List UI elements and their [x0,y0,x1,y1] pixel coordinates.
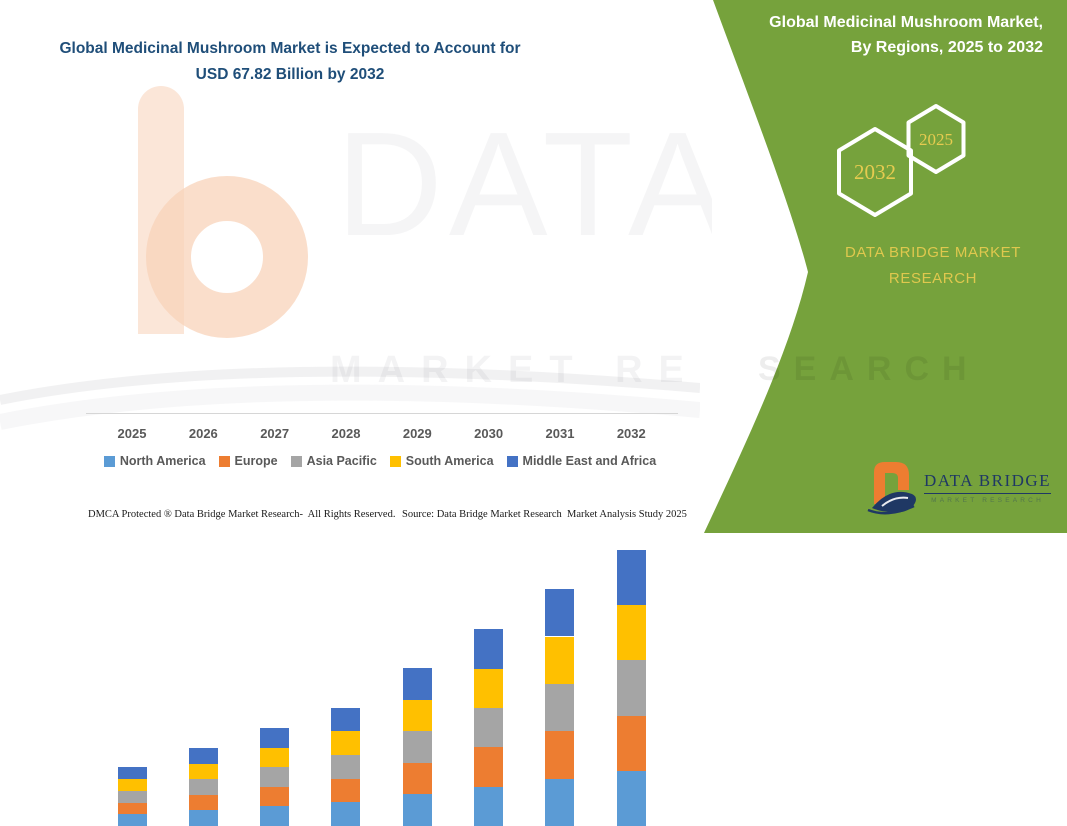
hexagon-small-label: 2025 [919,130,953,149]
bar-segment-2029-europe [402,762,432,795]
footer-source: Source: Data Bridge Market Research Mark… [402,509,687,520]
bar-segment-2027-south-america [260,747,290,768]
bar-segment-2031-europe [545,731,575,779]
databridge-logo-title: DATA BRIDGE [924,471,1052,494]
panel-brand-line2: RESEARCH [888,270,978,287]
bar-segment-2026-asia-pacific [188,779,218,795]
chart-title-line2: USD 67.82 Billion by 2032 [195,66,385,83]
bar-segment-2027-north-america [260,806,290,826]
bar-segment-2032-asia-pacific [616,660,646,716]
panel-title-line1: Global Medicinal Mushroom Market, [769,14,1043,31]
legend-swatch-asia-pacific [290,455,302,467]
bar-segment-2032-europe [616,715,646,771]
legend-item-europe: Europe [218,454,278,468]
databridge-logo: DATA BRIDGE MARKET RESEARCH [866,456,1062,518]
panel-watermark-row: SEARCH [758,350,980,388]
legend-item-south-america: South America [389,454,494,468]
bar-segment-2026-europe [188,794,218,811]
bar-segment-2031-north-america [545,778,575,826]
hexagon-large-label: 2032 [854,160,896,184]
bar-segment-2027-middle-east-and-africa [260,728,290,748]
bar-segment-2029-north-america [402,794,432,826]
bar-segment-2028-asia-pacific [331,754,361,779]
legend: North America Europe Asia Pacific South Ame… [60,454,700,468]
x-axis-label-2032: 2032 [616,426,646,441]
footer-copyright: DMCA Protected ® Data Bridge Market Rese… [88,509,396,520]
bar-segment-2032-north-america [616,770,646,826]
x-axis-label-2030: 2030 [474,426,504,441]
panel-brand-line1: DATA BRIDGE MARKET [844,244,1022,261]
legend-swatch-europe [218,455,230,467]
bar-segment-2031-asia-pacific [545,683,575,732]
databridge-b-icon [867,462,916,515]
bar-segment-2031-south-america [545,636,575,684]
legend-label: Asia Pacific [306,454,377,468]
bar-segment-2027-europe [260,786,290,807]
bar-segment-2029-south-america [402,699,432,732]
bar-segment-2028-europe [331,778,361,803]
chart-title: Global Medicinal Mushroom Market is Expe… [40,36,540,88]
bar-segment-2028-middle-east-and-africa [331,707,361,732]
chart-title-line1: Global Medicinal Mushroom Market is Expe… [59,40,521,57]
panel-brand-text: DATA BRIDGE MARKET RESEARCH [808,240,1058,292]
panel-title: Global Medicinal Mushroom Market, By Reg… [713,10,1043,60]
bar-segment-2029-middle-east-and-africa [402,668,432,700]
hexagon-2032: 2032 [837,127,913,217]
bar-segment-2028-north-america [331,802,361,826]
databridge-logo-text: DATA BRIDGE MARKET RESEARCH [924,471,1052,504]
legend-item-middle-east-and-africa: Middle East and Africa [506,454,657,468]
legend-swatch-middle-east-and-africa [506,455,518,467]
bar-segment-2030-north-america [474,786,504,826]
x-axis-label-2029: 2029 [402,426,432,441]
bar-segment-2026-north-america [188,810,218,826]
bar-segment-2025-europe [117,802,147,815]
year-hexagons: 2032 2025 [837,104,966,217]
hexagon-2025: 2025 [906,104,966,174]
bar-segment-2025-north-america [117,814,147,826]
bar-segment-2032-middle-east-and-africa [616,550,646,606]
x-axis-label-2025: 2025 [117,426,147,441]
legend-label: South America [405,454,494,468]
bar-segment-2025-middle-east-and-africa [117,767,147,780]
x-axis-label-2028: 2028 [331,426,361,441]
bar-segment-2026-south-america [188,763,218,780]
bar-segment-2029-asia-pacific [402,731,432,763]
bar-segment-2030-middle-east-and-africa [474,629,504,669]
legend-label: North America [119,454,206,468]
x-axis-label-2031: 2031 [545,426,575,441]
x-axis-label-2026: 2026 [188,426,218,441]
bar-segment-2032-south-america [616,605,646,661]
legend-swatch-south-america [389,455,401,467]
legend-label: Europe [234,454,278,468]
bar-segment-2025-asia-pacific [117,790,147,803]
bar-segment-2026-middle-east-and-africa [188,748,218,764]
panel-title-line2: By Regions, 2025 to 2032 [850,39,1043,56]
bar-segment-2030-south-america [474,668,504,709]
bar-segment-2027-asia-pacific [260,767,290,787]
legend-item-north-america: North America [103,454,206,468]
bar-segment-2030-asia-pacific [474,708,504,748]
bar-segment-2030-europe [474,747,504,787]
bar-segment-2031-middle-east-and-africa [545,589,575,637]
bar-segment-2025-south-america [117,779,147,791]
legend-label: Middle East and Africa [522,454,657,468]
x-axis-line [86,413,678,414]
x-axis-label-2027: 2027 [260,426,290,441]
bar-segment-2028-south-america [331,731,361,755]
legend-swatch-north-america [103,455,115,467]
legend-item-asia-pacific: Asia Pacific [290,454,377,468]
databridge-logo-subtitle: MARKET RESEARCH [931,496,1044,504]
